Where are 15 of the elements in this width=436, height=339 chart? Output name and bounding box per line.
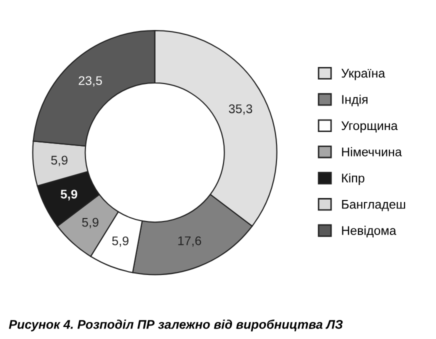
data-label: 5,9	[60, 190, 78, 200]
data-label: 35,3	[228, 104, 252, 115]
data-label: 23,5	[78, 76, 102, 87]
legend-label: Кіпр	[342, 173, 364, 186]
data-label: 17,6	[178, 236, 202, 247]
text: Рисунок 4. Розподіл ПР залежно від виробництва ЛЗ	[8, 320, 343, 332]
legend-label: Німеччина	[342, 147, 402, 156]
legend-label: Невідома	[342, 226, 396, 238]
data-label: 5,9	[82, 218, 98, 228]
data-label: 5,9	[51, 156, 68, 166]
legend-label: Угорщина	[341, 121, 398, 133]
legend-label: Індія	[342, 94, 368, 106]
legend-label: Бангладеш	[342, 200, 406, 212]
data-label: 5,9	[112, 236, 128, 247]
legend-label: Україна	[341, 68, 386, 80]
